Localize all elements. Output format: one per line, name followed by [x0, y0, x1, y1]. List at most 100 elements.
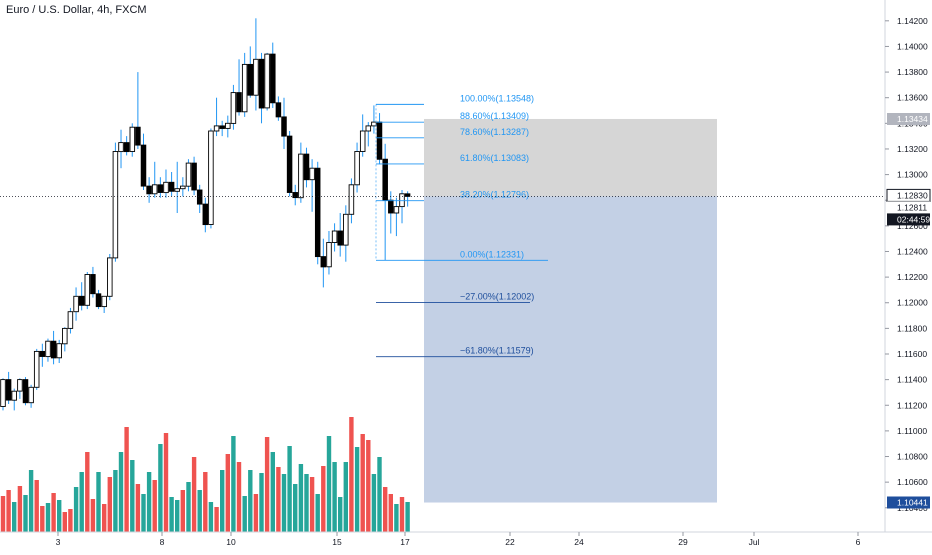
candle[interactable]: [78, 282, 85, 311]
candle[interactable]: [348, 178, 355, 224]
candle[interactable]: [359, 114, 366, 157]
candle[interactable]: [146, 177, 152, 203]
volume-bar: [309, 477, 315, 532]
candle[interactable]: [309, 159, 315, 212]
candle[interactable]: [185, 159, 192, 192]
candle[interactable]: [326, 231, 332, 275]
candle[interactable]: [230, 84, 237, 130]
candle-body: [309, 167, 315, 181]
candle[interactable]: [404, 191, 411, 207]
candle-body: [191, 162, 197, 191]
candle[interactable]: [393, 197, 400, 237]
candle-body: [337, 230, 343, 246]
fib-level[interactable]: 78.60%(1.13287): [376, 127, 529, 139]
candle[interactable]: [50, 330, 57, 365]
candle[interactable]: [107, 254, 113, 301]
candle[interactable]: [157, 177, 164, 198]
candle[interactable]: [320, 238, 327, 288]
candle[interactable]: [331, 223, 338, 252]
candle[interactable]: [118, 129, 124, 169]
fib-level[interactable]: −27.00%(1.12002): [376, 292, 534, 303]
candle[interactable]: [365, 122, 372, 147]
candle[interactable]: [371, 105, 377, 134]
candle[interactable]: [196, 184, 203, 213]
candle[interactable]: [264, 52, 270, 111]
candle-body: [388, 199, 394, 214]
candle[interactable]: [337, 213, 343, 257]
candle[interactable]: [22, 377, 29, 406]
volume-bar: [231, 436, 236, 532]
time-axis[interactable]: 3 8 10 15 17 22 24 29 Jul 6: [0, 531, 932, 547]
candle[interactable]: [90, 266, 96, 298]
candle[interactable]: [5, 371, 12, 404]
candle[interactable]: [151, 161, 158, 198]
fib-level[interactable]: 38.20%(1.12796): [376, 190, 529, 202]
fib-retracement[interactable]: 100.00%(1.13548) 88.60%(1.13409) 78.60%(1.…: [375, 93, 548, 358]
volume-bar: [191, 457, 197, 532]
candle[interactable]: [62, 327, 68, 352]
candle[interactable]: [253, 18, 259, 111]
candle[interactable]: [191, 156, 197, 196]
price-axis[interactable]: 1.142001.140001.138001.136001.134001.132…: [884, 0, 931, 532]
candle[interactable]: [112, 142, 119, 262]
candle[interactable]: [275, 96, 282, 121]
volume-bar: [135, 484, 141, 532]
price-tick-label: 1.14000: [897, 41, 928, 51]
candle[interactable]: [123, 136, 130, 156]
volume-bar: [169, 497, 174, 532]
candle[interactable]: [247, 46, 254, 98]
candle[interactable]: [225, 115, 231, 138]
candle[interactable]: [33, 348, 40, 390]
candle[interactable]: [101, 295, 107, 313]
candle[interactable]: [298, 142, 304, 203]
candle[interactable]: [39, 343, 46, 367]
candle[interactable]: [73, 287, 79, 321]
candle[interactable]: [180, 177, 186, 197]
candle[interactable]: [208, 128, 214, 229]
candle[interactable]: [399, 190, 405, 224]
fib-level[interactable]: 88.60%(1.13409): [376, 111, 529, 123]
fib-level[interactable]: −61.80%(1.11579): [376, 346, 534, 358]
fib-level[interactable]: 61.80%(1.13083): [376, 153, 529, 165]
candle[interactable]: [213, 97, 220, 137]
candle-body: [404, 193, 411, 197]
candle[interactable]: [303, 147, 310, 188]
candle[interactable]: [17, 378, 23, 399]
candle[interactable]: [314, 161, 321, 265]
candle[interactable]: [135, 72, 141, 149]
candle[interactable]: [129, 123, 136, 157]
candle[interactable]: [281, 97, 287, 149]
candle[interactable]: [84, 272, 91, 310]
fib-level[interactable]: 0.00%(1.12331): [376, 249, 548, 261]
candle[interactable]: [95, 289, 102, 310]
candle[interactable]: [202, 197, 209, 233]
candle[interactable]: [163, 169, 169, 198]
candle[interactable]: [28, 384, 34, 408]
candle[interactable]: [241, 52, 248, 117]
candle[interactable]: [168, 172, 175, 197]
candle[interactable]: [140, 133, 147, 190]
candle[interactable]: [0, 378, 6, 411]
candle[interactable]: [286, 131, 293, 197]
candle[interactable]: [219, 120, 225, 137]
candle[interactable]: [11, 388, 17, 411]
candle[interactable]: [343, 205, 349, 262]
candle[interactable]: [174, 161, 180, 213]
candle[interactable]: [258, 52, 265, 124]
candle[interactable]: [388, 191, 394, 234]
candle[interactable]: [45, 338, 51, 362]
candle[interactable]: [382, 143, 388, 261]
candle-body: [22, 379, 29, 404]
candle[interactable]: [292, 184, 298, 206]
candle[interactable]: [236, 59, 242, 116]
target-zone[interactable]: [424, 118, 717, 197]
candle[interactable]: [376, 113, 383, 165]
fib-level[interactable]: 100.00%(1.13548): [376, 93, 534, 105]
stop-zone[interactable]: [424, 196, 717, 503]
candle[interactable]: [56, 339, 62, 363]
candle[interactable]: [270, 42, 276, 108]
candle[interactable]: [354, 142, 360, 193]
candle[interactable]: [67, 307, 74, 334]
